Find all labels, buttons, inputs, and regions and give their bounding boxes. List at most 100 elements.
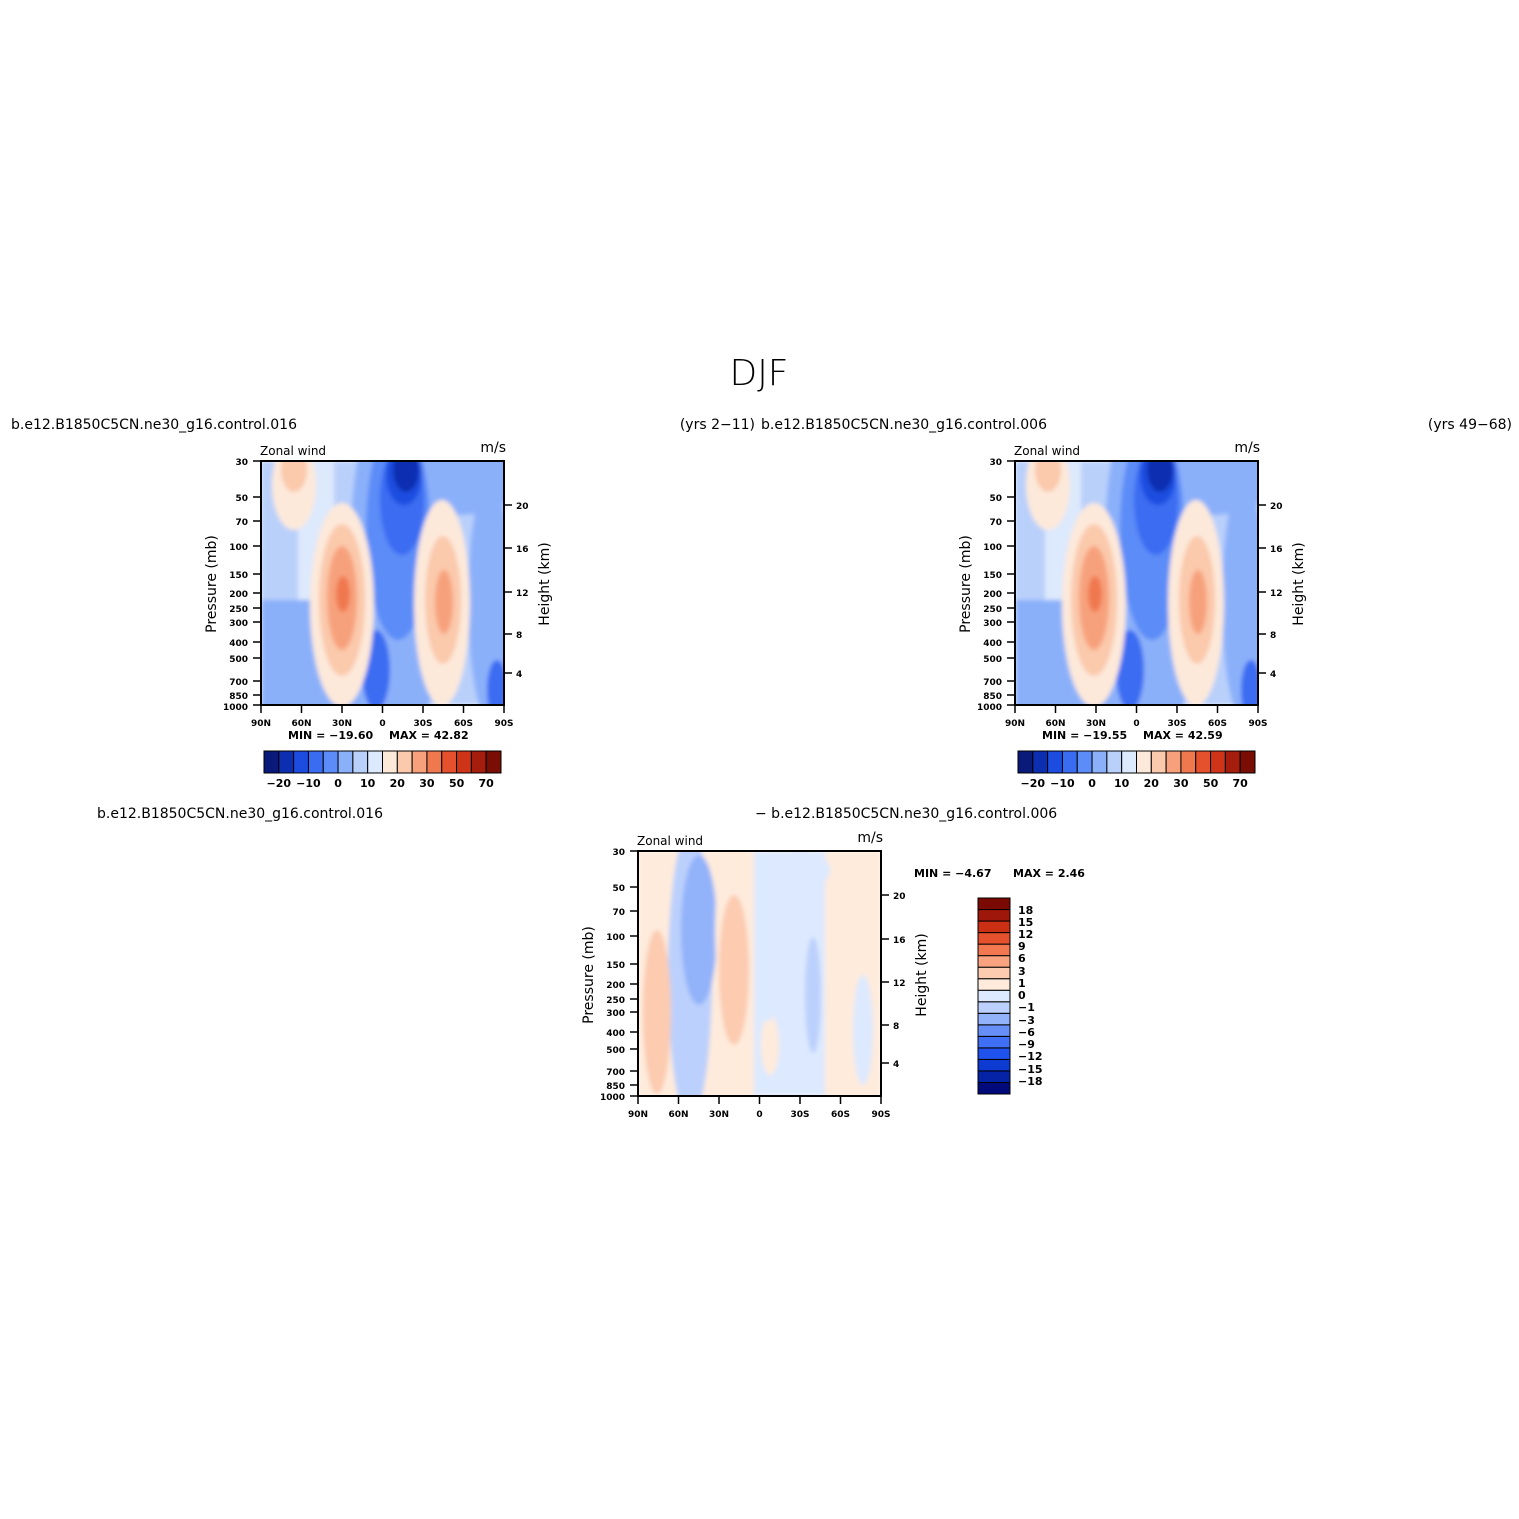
x-tick-label: 90N <box>1005 719 1025 729</box>
y-ticks <box>630 850 638 1097</box>
min-label: MIN = −4.67 <box>914 867 991 880</box>
colorbar-swatch <box>1076 750 1093 774</box>
colorbar-label: −15 <box>1018 1063 1043 1076</box>
y-tick-label: 1000 <box>223 703 248 713</box>
y-tick-label: 70 <box>989 518 1002 528</box>
colorbar-label: 70 <box>479 777 495 790</box>
y-tick-label: 50 <box>235 494 248 504</box>
y-ticks <box>253 460 261 706</box>
x-tick-label: 90S <box>494 719 513 729</box>
x-tick-label: 0 <box>756 1110 762 1120</box>
height-axis-label: Height (km) <box>914 933 930 1016</box>
colorbar-swatch <box>1061 750 1078 774</box>
x-tick-label: 60S <box>454 719 473 729</box>
colorbar-swatch <box>977 897 1011 911</box>
min-label: MIN = −19.55 <box>1042 729 1127 742</box>
x-ticks <box>637 1096 882 1104</box>
colorbar-label: −9 <box>1018 1038 1035 1051</box>
colorbar-swatch <box>441 750 458 774</box>
panel-left-string: b.e12.B1850C5CN.ne30_g16.control.016 <box>97 806 383 822</box>
max-label: MAX = 2.46 <box>1013 867 1085 880</box>
colorbar-swatch <box>1032 750 1049 774</box>
height-tick-label: 20 <box>516 502 529 512</box>
colorbar: 18 15 12 9 6 3 1 0 −1 −3 −6 −9 −12 −15 −… <box>977 897 1043 1095</box>
colorbar-label: 70 <box>1233 777 1249 790</box>
y-tick-label: 850 <box>606 1082 625 1092</box>
colorbar-swatch <box>977 955 1011 968</box>
y-tick-label: 150 <box>229 571 248 581</box>
colorbar-label: 10 <box>1114 777 1130 790</box>
y-tick-label: 200 <box>606 981 625 991</box>
y-tick-label: 50 <box>612 884 625 894</box>
y-tick-label: 400 <box>606 1029 625 1039</box>
colorbar-swatch <box>396 750 413 774</box>
colorbar-label: 20 <box>1144 777 1160 790</box>
height-tick-label: 4 <box>516 670 522 680</box>
colorbar-swatch <box>367 750 383 774</box>
y-tick-label: 250 <box>229 605 248 615</box>
y-tick-label: 200 <box>983 590 1002 600</box>
colorbar-swatch <box>977 1001 1011 1014</box>
colorbar-swatch <box>977 1047 1011 1060</box>
colorbar-swatch <box>977 1081 1011 1095</box>
colorbar-swatch <box>1239 750 1256 774</box>
colorbar-swatch <box>977 966 1011 980</box>
colorbar-swatch <box>337 750 354 774</box>
y-ticks <box>1007 460 1015 706</box>
x-tick-label: 90N <box>251 719 271 729</box>
colorbar-label: −1 <box>1018 1001 1035 1014</box>
y-tick-label: 30 <box>612 848 625 858</box>
height-axis-label: Height (km) <box>537 542 553 625</box>
y-tick-label: 1000 <box>977 703 1002 713</box>
colorbar-swatch <box>278 750 295 774</box>
height-tick-label: 16 <box>1270 545 1283 555</box>
height-tick-label: 20 <box>893 892 906 902</box>
y-tick-label: 250 <box>983 605 1002 615</box>
panel-left-string: b.e12.B1850C5CN.ne30_g16.control.006 <box>761 417 1047 433</box>
y-axis-label: Pressure (mb) <box>958 535 974 633</box>
colorbar-swatch <box>1224 750 1241 774</box>
colorbar-label: 6 <box>1018 952 1026 965</box>
height-tick-label: 12 <box>516 589 529 599</box>
colorbar-label: 12 <box>1018 928 1033 941</box>
height-tick-label: 4 <box>893 1060 899 1070</box>
y-tick-label: 400 <box>229 639 248 649</box>
colorbar-label: −6 <box>1018 1026 1035 1039</box>
y-tick-label: 150 <box>983 571 1002 581</box>
units-label: m/s <box>1234 440 1260 456</box>
colorbar-label: 1 <box>1018 977 1026 990</box>
colorbar-label: 30 <box>1173 777 1189 790</box>
y-tick-labels: 30 50 70 100 150 200 250 300 400 500 700… <box>223 458 248 713</box>
y-tick-label: 100 <box>983 543 1002 553</box>
y-tick-label: 700 <box>229 678 248 688</box>
colorbar-label: −12 <box>1018 1050 1043 1063</box>
colorbar-swatch <box>426 750 443 774</box>
field-label: Zonal wind <box>1014 444 1080 458</box>
contour-field <box>1015 461 1258 705</box>
y-tick-label: 100 <box>229 543 248 553</box>
colorbar-swatch <box>470 750 487 774</box>
height-axis-label: Height (km) <box>1291 542 1307 625</box>
y-tick-label: 100 <box>606 933 625 943</box>
colorbar-label: −20 <box>1021 777 1046 790</box>
y-tick-label: 300 <box>229 619 248 629</box>
colorbar-swatch <box>411 750 428 774</box>
colorbar-label: −20 <box>267 777 292 790</box>
panel-right-string: (yrs 49−68) <box>1428 417 1512 433</box>
height-ticks <box>504 504 512 674</box>
colorbar-swatch <box>977 1024 1011 1037</box>
field-label: Zonal wind <box>637 834 703 848</box>
panel-left-string: b.e12.B1850C5CN.ne30_g16.control.016 <box>11 417 297 433</box>
x-tick-label: 30S <box>790 1110 809 1120</box>
x-tick-label: 0 <box>379 719 385 729</box>
x-tick-labels: 90N 60N 30N 0 30S 60S 90S <box>251 719 514 729</box>
colorbar-swatch <box>977 943 1011 957</box>
colorbar-label: −10 <box>296 777 321 790</box>
y-axis-label: Pressure (mb) <box>581 926 597 1024</box>
x-tick-label: 30N <box>709 1110 729 1120</box>
colorbar-swatch <box>977 1058 1011 1072</box>
y-tick-label: 700 <box>606 1068 625 1078</box>
x-tick-label: 90S <box>871 1110 890 1120</box>
y-tick-labels: 30 50 70 100 150 200 250 300 400 500 700… <box>600 848 625 1103</box>
